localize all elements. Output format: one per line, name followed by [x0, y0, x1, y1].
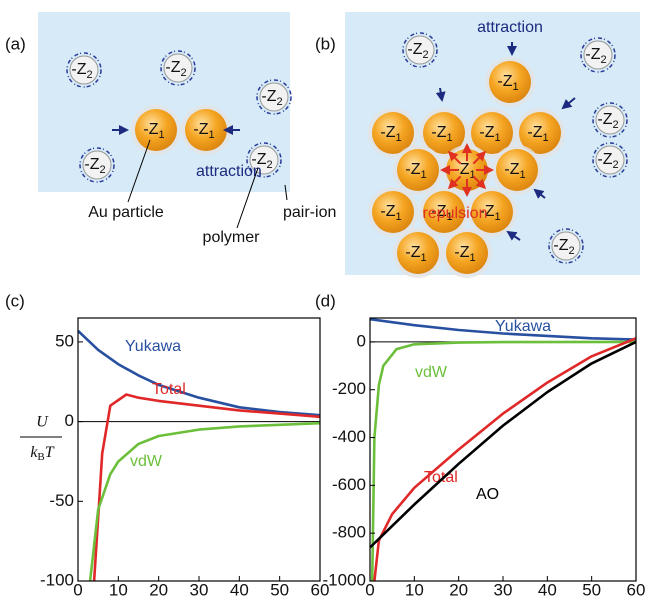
x-tick-label: 40	[230, 580, 249, 599]
charge-text: -Z	[527, 124, 542, 141]
x-tick-label: 20	[449, 580, 468, 599]
plot-frame	[370, 318, 636, 581]
y-tick-label: 0	[357, 331, 366, 350]
charge-subscript: 1	[420, 252, 426, 264]
charge-subscript: 1	[446, 132, 452, 144]
annotation: pair-ion	[283, 204, 336, 221]
charge-text: -Z	[454, 244, 469, 261]
x-tick-label: 50	[582, 580, 601, 599]
y-axis-label: U	[36, 414, 49, 431]
y-tick-label: -1000	[323, 570, 366, 589]
x-tick-label: 30	[494, 580, 513, 599]
series-label: AO	[476, 486, 499, 503]
series-label: Yukawa	[495, 318, 551, 335]
annotation: attraction	[477, 19, 543, 36]
y-tick-label: 0	[65, 411, 74, 430]
charge-text: -Z	[380, 124, 395, 141]
y-tick-label: -200	[332, 379, 366, 398]
charge-subscript: 2	[99, 164, 105, 176]
charge-text: -Z	[553, 237, 568, 254]
curve	[372, 342, 636, 581]
y-tick-label: -400	[332, 427, 366, 446]
charge-subscript: 1	[494, 132, 500, 144]
x-tick-label: 50	[270, 580, 289, 599]
x-tick-label: 10	[109, 580, 128, 599]
charge-text: -Z	[405, 161, 420, 178]
x-tick-label: 0	[365, 580, 374, 599]
y-axis-label: kBT	[30, 444, 54, 463]
charge-text: -Z	[504, 161, 519, 178]
charge-subscript: 1	[494, 211, 500, 223]
charge-subscript: 1	[208, 129, 214, 141]
x-tick-label: 0	[73, 580, 82, 599]
charge-subscript: 2	[422, 49, 428, 61]
x-tick-label: 10	[405, 580, 424, 599]
curve	[370, 342, 636, 548]
annotation: Au particle	[88, 204, 164, 221]
figure: (a) (b) (c) (d) -Z2-Z2-Z2-Z2-Z2-Z1-Z1att…	[0, 0, 651, 599]
charge-text: -Z	[597, 151, 612, 168]
charge-subscript: 1	[420, 169, 426, 181]
series-label: Total	[424, 469, 458, 486]
y-tick-label: -600	[332, 475, 366, 494]
annotation: repulsion	[423, 205, 488, 222]
panel-label: (d)	[315, 291, 336, 310]
charge-text: -Z	[405, 244, 420, 261]
y-tick-label: -50	[49, 491, 74, 510]
x-tick-label: 40	[538, 580, 557, 599]
panel-label: (b)	[315, 34, 336, 53]
series-label: Total	[152, 381, 186, 398]
panel-label: (a)	[5, 34, 26, 53]
charts: YukawaTotalvdW0102030405060500-50-100h(n…	[20, 318, 645, 599]
charge-subscript: 1	[519, 169, 525, 181]
y-tick-label: 50	[55, 331, 74, 350]
x-tick-label: 60	[627, 580, 646, 599]
charge-subscript: 1	[469, 252, 475, 264]
curve	[94, 395, 320, 582]
plot-frame	[78, 318, 320, 581]
charge-subscript: 2	[86, 69, 92, 81]
charge-subscript: 1	[512, 81, 518, 93]
charge-text: -Z	[261, 88, 276, 105]
charge-subscript: 2	[600, 54, 606, 66]
y-label-sub: B	[37, 451, 44, 463]
charge-subscript: 1	[158, 129, 164, 141]
annotation: attraction	[196, 163, 262, 180]
y-tick-label: -100	[40, 570, 74, 589]
chart: YukawaTotalvdW0102030405060500-50-100h(n…	[20, 318, 329, 599]
y-label-t: T	[45, 444, 55, 461]
charge-text: -Z	[597, 111, 612, 128]
curve	[90, 423, 320, 581]
charge-subscript: 1	[395, 211, 401, 223]
curve	[374, 338, 636, 581]
charge-text: -Z	[71, 61, 86, 78]
charge-text: -Z	[585, 46, 600, 63]
charge-subscript: 1	[542, 132, 548, 144]
x-tick-label: 20	[149, 580, 168, 599]
charge-subscript: 2	[266, 159, 272, 171]
annotation: polymer	[203, 229, 261, 246]
charge-text: -Z	[143, 121, 158, 138]
charge-subscript: 2	[276, 96, 282, 108]
panel-label: (c)	[5, 291, 25, 310]
charge-subscript: 1	[395, 132, 401, 144]
charge-text: -Z	[407, 41, 422, 58]
x-tick-label: 30	[190, 580, 209, 599]
charge-subscript: 2	[612, 119, 618, 131]
series-label: Yukawa	[125, 338, 181, 355]
charge-text: -Z	[84, 156, 99, 173]
charge-text: -Z	[193, 121, 208, 138]
chart: Yukawa vdW Total AO 0 10 20 30 40 50 60 0 -200 -400 -6…	[323, 318, 646, 599]
y-tick-label: -800	[332, 523, 366, 542]
charge-text: -Z	[479, 124, 494, 141]
series-label: vdW	[130, 453, 163, 470]
charge-text: -Z	[165, 59, 180, 76]
charge-subscript: 2	[180, 67, 186, 79]
series-label: vdW	[415, 364, 448, 381]
charge-text: -Z	[380, 203, 395, 220]
charge-text: -Z	[431, 124, 446, 141]
charge-subscript: 2	[568, 245, 574, 257]
charge-text: -Z	[497, 73, 512, 90]
charge-subscript: 2	[612, 159, 618, 171]
